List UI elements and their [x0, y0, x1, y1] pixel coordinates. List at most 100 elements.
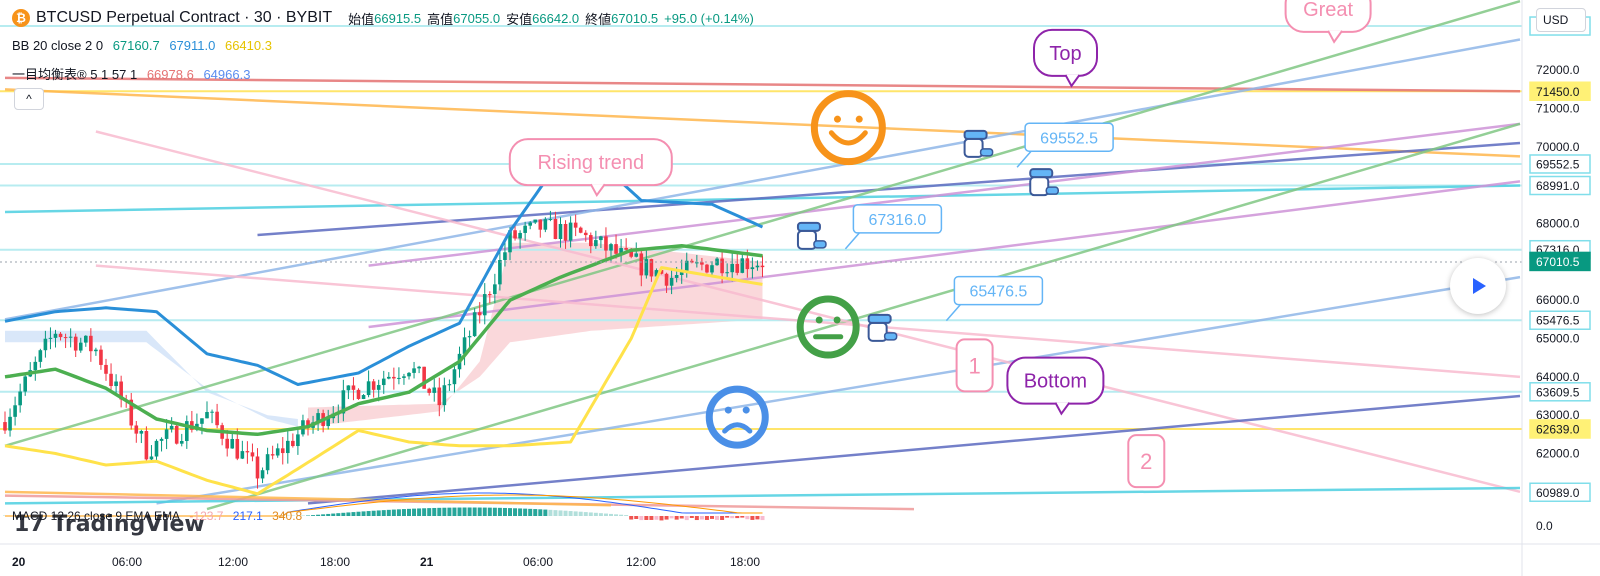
candle[interactable] — [452, 369, 457, 385]
trend-line[interactable] — [4, 88, 1521, 158]
candle[interactable] — [119, 381, 123, 400]
candle[interactable] — [356, 389, 361, 399]
candle[interactable] — [745, 258, 750, 270]
candle[interactable] — [594, 240, 598, 247]
candle[interactable] — [99, 349, 103, 365]
candle[interactable] — [296, 434, 300, 447]
candle[interactable] — [179, 441, 184, 444]
candle[interactable] — [644, 259, 649, 276]
candle[interactable] — [109, 373, 113, 387]
candle[interactable] — [144, 431, 149, 460]
candle[interactable] — [341, 390, 346, 414]
candle[interactable] — [498, 260, 502, 285]
candle[interactable] — [84, 335, 88, 343]
price-axis-badge[interactable]: 60989.0 — [1529, 482, 1591, 503]
happy-face-icon[interactable] — [810, 90, 886, 166]
macd-signal-line[interactable] — [5, 494, 763, 517]
candle[interactable] — [563, 223, 568, 241]
candle[interactable] — [392, 376, 396, 379]
candle[interactable] — [8, 416, 12, 431]
candle[interactable] — [154, 440, 159, 457]
candle[interactable] — [210, 411, 214, 413]
candle[interactable] — [23, 376, 27, 392]
candle[interactable] — [174, 425, 179, 444]
price-axis-badge[interactable]: 68991.0 — [1529, 175, 1591, 196]
candle[interactable] — [139, 431, 144, 434]
candle[interactable] — [649, 259, 654, 277]
candle[interactable] — [750, 267, 755, 270]
candle[interactable] — [94, 349, 98, 352]
number-flag-annotation[interactable]: 2 — [1127, 434, 1166, 489]
candle[interactable] — [538, 219, 543, 230]
bb-upper-band[interactable] — [4, 153, 764, 386]
candle[interactable] — [185, 421, 189, 442]
candle[interactable] — [589, 235, 593, 247]
candle[interactable] — [169, 425, 174, 430]
candle[interactable] — [3, 422, 7, 431]
candle[interactable] — [674, 275, 679, 278]
candle[interactable] — [371, 381, 376, 390]
candle[interactable] — [33, 361, 38, 371]
candle[interactable] — [412, 368, 416, 373]
macd-legend[interactable]: MACD 12 26 close 9 EMA EMA -123.7 217.1 … — [12, 509, 308, 523]
candle[interactable] — [104, 364, 108, 374]
candle[interactable] — [250, 452, 255, 457]
candle[interactable] — [624, 248, 628, 250]
candle[interactable] — [760, 265, 765, 268]
candle[interactable] — [634, 253, 639, 257]
candle[interactable] — [387, 376, 391, 379]
candle[interactable] — [568, 222, 573, 241]
candle[interactable] — [78, 342, 83, 351]
candle[interactable] — [684, 260, 689, 271]
candle[interactable] — [482, 294, 487, 316]
candle[interactable] — [215, 411, 219, 426]
currency-button[interactable]: USD — [1536, 8, 1586, 32]
trend-line[interactable] — [257, 141, 1521, 237]
trend-line[interactable] — [307, 394, 1521, 505]
candle[interactable] — [200, 418, 204, 424]
candle[interactable] — [442, 385, 447, 406]
candle[interactable] — [573, 222, 578, 228]
candle[interactable] — [543, 219, 548, 230]
pointing-hand-icon[interactable] — [796, 221, 827, 250]
candle[interactable] — [730, 263, 734, 273]
candle[interactable] — [462, 337, 467, 354]
number-flag-annotation[interactable]: 1 — [955, 338, 994, 393]
candle[interactable] — [159, 438, 164, 441]
price-axis-badge[interactable]: 62639.0 — [1529, 419, 1591, 439]
candle[interactable] — [134, 425, 139, 434]
candle[interactable] — [286, 440, 290, 454]
candle[interactable] — [164, 429, 169, 439]
candle[interactable] — [488, 294, 492, 296]
candle[interactable] — [639, 253, 644, 276]
candle[interactable] — [437, 387, 442, 406]
price-axis-badge[interactable]: 65476.5 — [1529, 310, 1591, 330]
trend-line[interactable] — [4, 38, 1521, 321]
candle[interactable] — [654, 270, 659, 277]
candle[interactable] — [53, 333, 58, 338]
candle[interactable] — [740, 258, 745, 273]
candle[interactable] — [422, 366, 426, 389]
candle[interactable] — [245, 451, 250, 453]
candle[interactable] — [376, 385, 381, 390]
candle[interactable] — [38, 350, 43, 362]
bb-lower-band[interactable] — [4, 266, 763, 496]
candle[interactable] — [129, 399, 134, 426]
trend-line[interactable] — [95, 264, 1521, 379]
price-axis-badge[interactable]: 67010.5 — [1529, 251, 1591, 272]
candle[interactable] — [619, 248, 623, 254]
trend-line[interactable] — [4, 76, 1521, 93]
candle[interactable] — [361, 395, 366, 399]
candle[interactable] — [68, 336, 73, 338]
trend-line[interactable] — [206, 122, 1521, 511]
candle[interactable] — [270, 454, 275, 456]
candle[interactable] — [397, 377, 401, 379]
candle[interactable] — [58, 333, 63, 338]
candle[interactable] — [265, 454, 270, 471]
candle[interactable] — [523, 225, 527, 233]
candle[interactable] — [583, 232, 588, 236]
candle[interactable] — [43, 338, 48, 351]
candle[interactable] — [755, 265, 760, 268]
candle[interactable] — [306, 420, 310, 428]
candle[interactable] — [493, 284, 497, 295]
